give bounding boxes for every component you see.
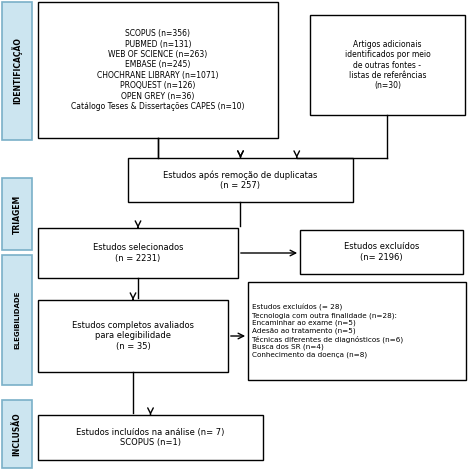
Bar	[300, 230, 463, 274]
Bar	[2, 178, 32, 250]
Bar	[2, 255, 32, 385]
Text: IDENTIFICAÇÃO: IDENTIFICAÇÃO	[11, 37, 22, 104]
Bar	[38, 228, 238, 278]
Text: Estudos completos avaliados
para elegibilidade
(n = 35): Estudos completos avaliados para elegibi…	[72, 321, 194, 351]
Bar	[38, 300, 228, 372]
Bar	[2, 2, 32, 140]
Text: Estudos excluídos (= 28)
Tecnologia com outra finalidade (n=28):
Encaminhar ao e: Estudos excluídos (= 28) Tecnologia com …	[252, 304, 403, 357]
Text: Estudos selecionados
(n = 2231): Estudos selecionados (n = 2231)	[93, 243, 183, 263]
Text: Estudos excluídos
(n= 2196): Estudos excluídos (n= 2196)	[344, 242, 419, 262]
Text: TRIAGEM: TRIAGEM	[12, 194, 21, 234]
Bar	[248, 282, 466, 380]
Bar	[38, 415, 263, 460]
Text: SCOPUS (n=356)
PUBMED (n=131)
WEB OF SCIENCE (n=263)
EMBASE (n=245)
CHOCHRANE LI: SCOPUS (n=356) PUBMED (n=131) WEB OF SCI…	[71, 29, 245, 111]
Text: ELEGIBILIDADE: ELEGIBILIDADE	[14, 291, 20, 349]
Bar	[310, 15, 465, 115]
Text: Estudos incluídos na análise (n= 7)
SCOPUS (n=1): Estudos incluídos na análise (n= 7) SCOP…	[76, 428, 225, 447]
Bar	[128, 158, 353, 202]
Bar	[38, 2, 278, 138]
Text: Artigos adicionais
identificados por meio
de outras fontes -
listas de referênci: Artigos adicionais identificados por mei…	[345, 40, 430, 91]
Bar	[2, 400, 32, 468]
Text: INCLUSÃO: INCLUSÃO	[12, 412, 21, 456]
Text: Estudos após remoção de duplicatas
(n = 257): Estudos após remoção de duplicatas (n = …	[164, 170, 318, 190]
